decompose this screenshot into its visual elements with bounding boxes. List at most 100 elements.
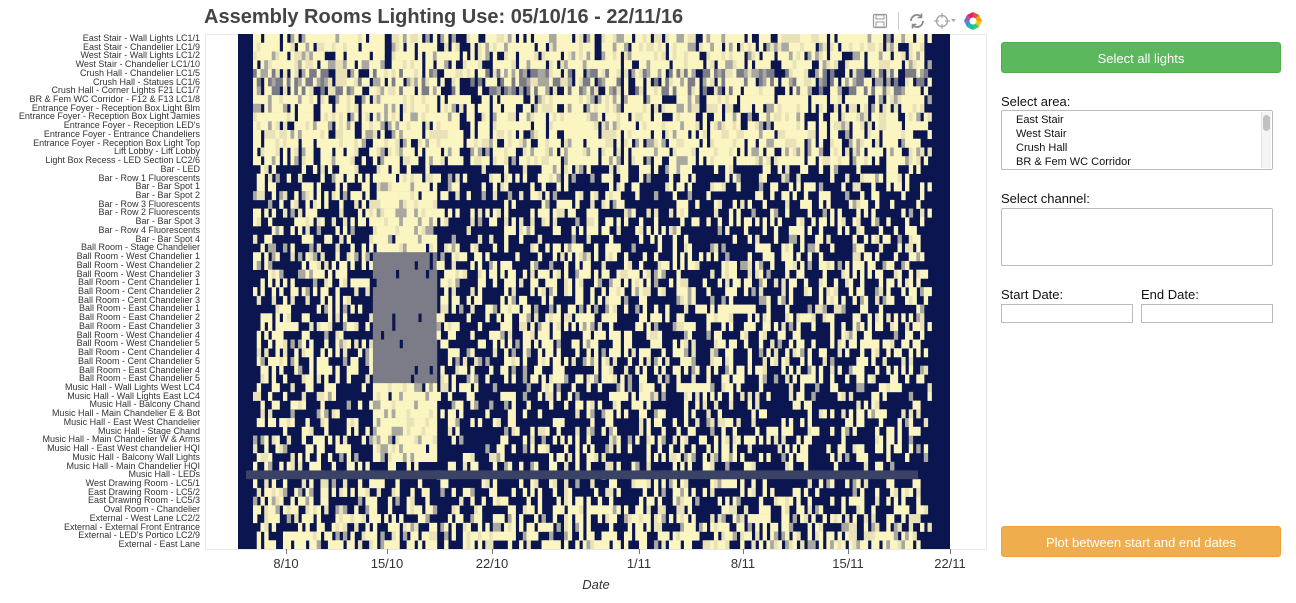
- heatmap-cell: [822, 42, 827, 52]
- heatmap-cell: [818, 42, 824, 52]
- heatmap-cell: [372, 339, 378, 349]
- bokeh-logo[interactable]: [963, 11, 983, 31]
- heatmap-cell: [286, 130, 292, 140]
- heatmap-cell: [916, 138, 921, 148]
- lighting-heatmap[interactable]: [238, 34, 950, 549]
- heatmap-cell: [309, 191, 314, 201]
- heatmap-cell: [605, 252, 610, 262]
- crosshair-tool[interactable]: [934, 11, 956, 31]
- heatmap-cell: [863, 330, 869, 340]
- heatmap-cell: [579, 287, 584, 297]
- heatmap-cell: [549, 304, 554, 314]
- heatmap-cell: [781, 34, 786, 44]
- heatmap-cell: [657, 444, 663, 454]
- heatmap-cell: [271, 383, 277, 393]
- heatmap-cell: [586, 260, 591, 270]
- heatmap-cell: [826, 444, 831, 454]
- heatmap-cell: [601, 147, 606, 157]
- heatmap-cell: [631, 243, 636, 253]
- heatmap-cell: [515, 68, 520, 78]
- heatmap-cell: [447, 391, 453, 401]
- heatmap-cell: [410, 173, 415, 183]
- heatmap-cell: [305, 269, 310, 279]
- heatmap-cell: [414, 95, 419, 105]
- heatmap-cell: [470, 138, 475, 148]
- heatmap-cell: [507, 278, 513, 288]
- heatmap-cell: [384, 226, 389, 236]
- heatmap-cell: [564, 269, 569, 279]
- heatmap-cell: [537, 77, 543, 87]
- heatmap-cell: [350, 138, 355, 148]
- y-tick-label: Bar - Bar Spot 1: [135, 181, 200, 192]
- heatmap-cell: [511, 103, 516, 113]
- heatmap-cell: [642, 252, 648, 262]
- heatmap-cell: [882, 138, 887, 148]
- heatmap-cell: [860, 348, 865, 358]
- heatmap-cell: [440, 339, 445, 349]
- heatmap-cell: [301, 435, 307, 445]
- heatmap-cell: [387, 330, 393, 340]
- heatmap-cell: [582, 112, 588, 122]
- heatmap-cell: [638, 130, 644, 140]
- heatmap-cell: [496, 34, 501, 44]
- heatmap-cell: [354, 365, 359, 375]
- heatmap-cell: [474, 461, 479, 471]
- heatmap-cell: [519, 130, 524, 140]
- reset-tool[interactable]: [907, 11, 927, 31]
- heatmap-cell: [556, 164, 561, 174]
- heatmap-cell: [807, 365, 812, 375]
- heatmap-cell: [800, 348, 805, 358]
- heatmap-cell: [586, 400, 591, 410]
- heatmap-cell: [545, 243, 550, 253]
- heatmap-cell: [601, 199, 606, 209]
- heatmap-cell: [747, 400, 752, 410]
- heatmap-cell: [766, 269, 771, 279]
- heatmap-cell: [429, 138, 434, 148]
- heatmap-cell: [395, 304, 400, 314]
- heatmap-cell: [575, 313, 580, 323]
- heatmap-cell: [567, 208, 573, 218]
- heatmap-cell: [399, 191, 404, 201]
- heatmap-cell: [766, 138, 771, 148]
- heatmap-cell: [886, 278, 891, 288]
- heatmap-cell: [762, 313, 767, 323]
- heatmap-cell: [301, 313, 307, 323]
- heatmap-cell: [534, 278, 539, 288]
- heatmap-cell: [661, 42, 666, 52]
- heatmap-cell: [623, 51, 629, 61]
- heatmap-cell: [305, 226, 310, 236]
- heatmap-cell: [519, 234, 524, 244]
- heatmap-cell: [695, 400, 700, 410]
- heatmap-cell: [410, 339, 415, 349]
- heatmap-cell: [867, 156, 872, 166]
- heatmap-cell: [477, 278, 483, 288]
- heatmap-cell: [657, 86, 663, 96]
- heatmap-cell: [702, 400, 708, 410]
- heatmap-cell: [346, 426, 352, 436]
- heatmap-cell: [616, 330, 621, 340]
- heatmap-cell: [444, 295, 449, 305]
- heatmap-cell: [417, 51, 423, 61]
- heatmap-cell: [564, 112, 569, 122]
- heatmap-cell: [920, 77, 925, 87]
- heatmap-cell: [372, 156, 378, 166]
- heatmap-cell: [875, 60, 880, 70]
- heatmap-cell: [564, 313, 569, 323]
- heatmap-cell: [638, 322, 644, 332]
- heatmap-cell: [916, 243, 921, 253]
- heatmap-cell: [282, 339, 288, 349]
- heatmap-cell: [507, 330, 513, 340]
- heatmap-cell: [305, 418, 310, 428]
- save-tool[interactable]: [870, 11, 890, 31]
- heatmap-cell: [867, 330, 872, 340]
- heatmap-cell: [642, 112, 648, 122]
- heatmap-cell: [638, 34, 644, 44]
- heatmap-cell: [856, 95, 861, 105]
- heatmap-cell: [620, 34, 625, 44]
- heatmap-cell: [590, 86, 595, 96]
- heatmap-cell: [758, 103, 764, 113]
- heatmap-cell: [822, 121, 827, 131]
- heatmap-cell: [492, 461, 498, 471]
- heatmap-cell: [901, 365, 906, 375]
- heatmap-cell: [406, 77, 411, 87]
